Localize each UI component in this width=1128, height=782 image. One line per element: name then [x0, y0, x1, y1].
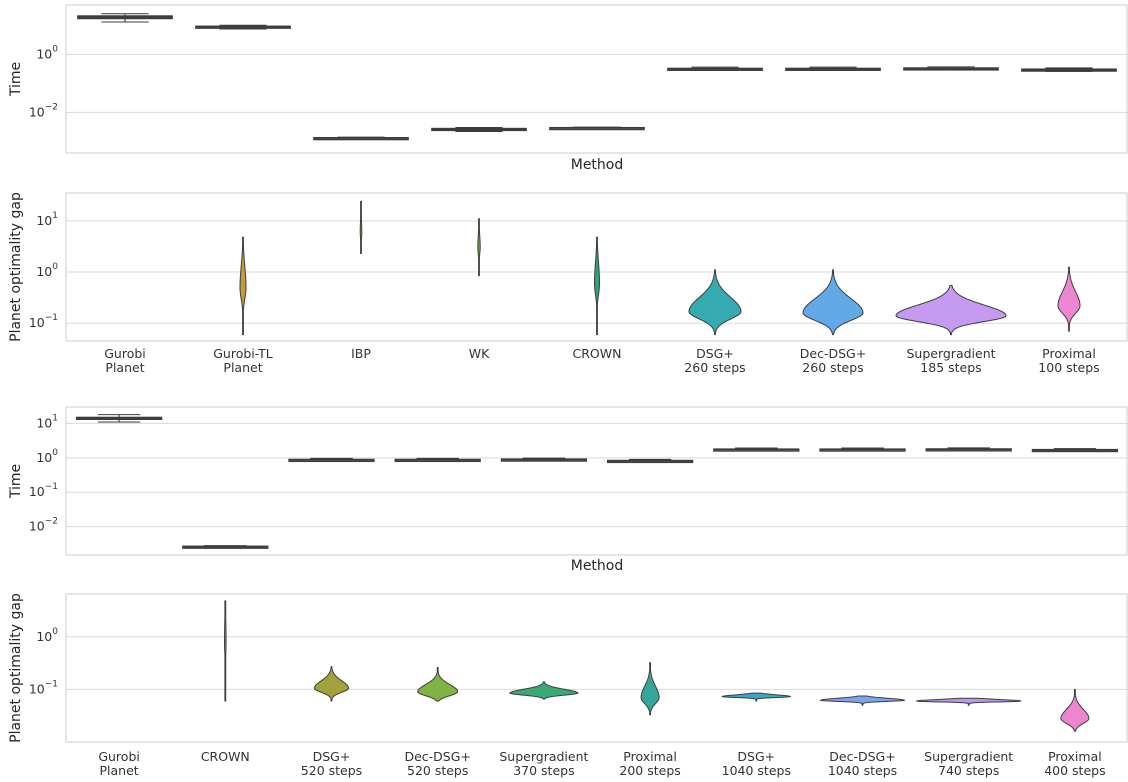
panel-bottom-time: 101 100 10−1 10−2 Time Method — [8, 406, 1128, 574]
y-tick-label: 101 — [36, 413, 58, 430]
x-tick-label: Supergradient 370 steps — [499, 749, 588, 778]
x-tick-label: Dec-DSG+ 520 steps — [404, 749, 470, 778]
violin-6 — [802, 269, 864, 336]
box-2 — [313, 136, 409, 141]
box-7 — [819, 447, 906, 452]
axes-frame — [65, 406, 1128, 556]
x-tick-label: Dec-DSG+ 260 steps — [800, 346, 866, 375]
box-4 — [500, 457, 588, 462]
box-3 — [431, 127, 527, 133]
axes-frame — [65, 192, 1128, 342]
x-tick-label: Dec-DSG+ 1040 steps — [828, 749, 897, 778]
x-tick-label: CROWN — [201, 749, 250, 764]
violin-9 — [1060, 688, 1090, 732]
x-tick-label: DSG+ 260 steps — [684, 346, 745, 375]
violin-7 — [895, 284, 1007, 336]
box-8 — [1021, 67, 1117, 72]
y-tick-label: 101 — [36, 211, 58, 228]
box-7 — [903, 66, 999, 71]
x-tick-label: IBP — [351, 346, 371, 361]
box-8 — [925, 447, 1012, 452]
x-tick-label: Supergradient 740 steps — [924, 749, 1013, 778]
y-tick-label: 100 — [36, 448, 58, 465]
violin-1 — [224, 600, 227, 702]
axes-frame — [65, 4, 1128, 154]
box-6 — [713, 447, 800, 452]
x-tick-label: Proximal 200 steps — [619, 749, 680, 778]
y-axis-label: Planet optimality gap — [8, 593, 24, 743]
violin-4 — [593, 236, 601, 336]
box-3 — [394, 457, 481, 463]
x-tick-label: CROWN — [573, 346, 622, 361]
y-axis-label: Planet optimality gap — [8, 192, 24, 342]
violin-3 — [417, 667, 459, 702]
y-axis-label: Time — [8, 62, 24, 97]
x-tick-label: Gurobi-TL Planet — [213, 346, 273, 375]
panel-top-gap: 101 100 10−1 Planet optimality gap Gurobi Pla… — [8, 192, 1128, 375]
x-tick-label: DSG+ 520 steps — [301, 749, 362, 778]
x-tick-label: Supergradient 185 steps — [906, 346, 995, 375]
x-tick-label: Proximal 400 steps — [1044, 749, 1105, 778]
x-tick-label: DSG+ 1040 steps — [722, 749, 791, 778]
x-tick-label: Gurobi Planet — [104, 346, 146, 375]
box-5 — [606, 458, 694, 464]
y-axis-label: Time — [8, 464, 24, 499]
violin-2 — [359, 200, 363, 255]
violin-8 — [1057, 266, 1081, 332]
y-tick-label: 10−1 — [29, 679, 58, 696]
box-2 — [288, 457, 375, 463]
violin-4 — [509, 681, 579, 700]
box-1 — [182, 545, 269, 549]
y-tick-label: 100 — [36, 44, 58, 61]
box-0 — [77, 13, 173, 23]
violin-2 — [314, 666, 349, 702]
y-tick-label: 10−2 — [29, 102, 58, 119]
panel-bottom-gap: 100 10−1 Planet optimality gap Gurobi Planet… — [8, 593, 1128, 778]
x-axis-label: Method — [571, 558, 624, 574]
panel-top-time: 100 10−2 Time Method — [8, 4, 1128, 173]
violin-3 — [477, 218, 481, 277]
x-tick-label: Proximal 100 steps — [1038, 346, 1099, 375]
violin-1 — [239, 236, 247, 336]
x-axis-label: Method — [571, 157, 624, 173]
violin-7 — [819, 695, 906, 706]
box-4 — [549, 126, 645, 131]
y-tick-label: 10−1 — [29, 482, 58, 499]
axes-frame — [65, 593, 1128, 743]
x-tick-label: Gurobi Planet — [98, 749, 140, 778]
violin-5 — [688, 269, 742, 336]
box-9 — [1031, 448, 1119, 453]
box-0 — [75, 414, 163, 423]
y-tick-label: 100 — [36, 262, 58, 279]
box-5 — [667, 66, 763, 71]
box-6 — [785, 66, 881, 71]
box-1 — [195, 24, 291, 30]
y-tick-label: 10−1 — [29, 313, 58, 330]
violin-5 — [640, 662, 660, 716]
violin-6 — [721, 692, 792, 702]
y-tick-label: 10−2 — [29, 517, 58, 534]
y-tick-label: 100 — [36, 627, 58, 644]
violin-8 — [915, 697, 1022, 706]
x-tick-label: WK — [469, 346, 490, 361]
